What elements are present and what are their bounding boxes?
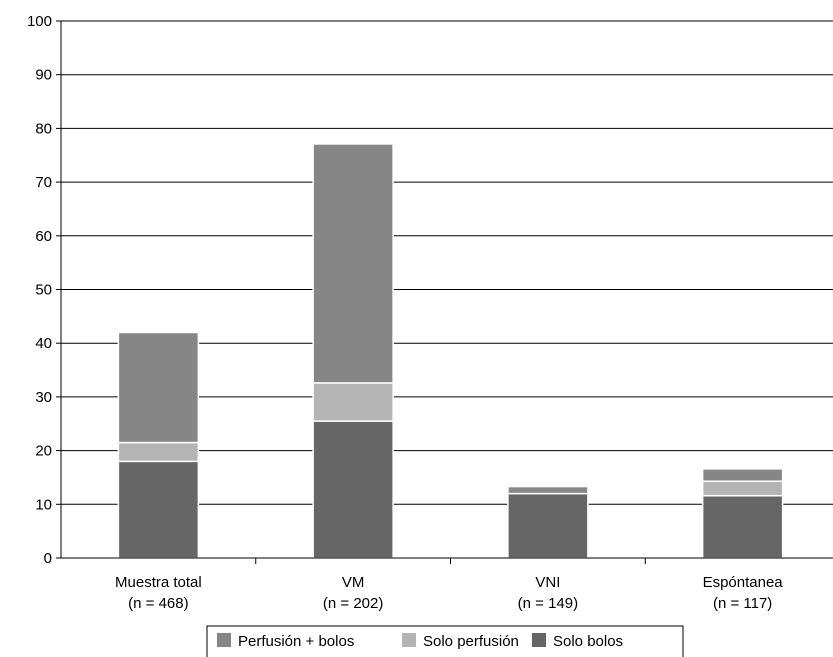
y-tick-label: 80 [35, 120, 52, 137]
legend-swatch [532, 633, 546, 647]
bar-segment [312, 382, 394, 422]
x-category-label: VM [342, 574, 365, 591]
x-category-sublabel: (n = 202) [323, 595, 383, 612]
bar-segment [312, 143, 394, 384]
legend-swatch [402, 633, 416, 647]
x-category-label: Espóntanea [703, 574, 784, 591]
y-tick-label: 70 [35, 174, 52, 191]
y-axis-ticks: 0 10 20 30 40 50 60 70 80 90 100 [27, 13, 61, 567]
y-tick-label: 50 [35, 282, 52, 299]
y-tick-label: 10 [35, 496, 52, 513]
legend-box [206, 625, 684, 657]
bars [117, 143, 784, 559]
x-category-sublabel: (n = 117) [713, 595, 772, 612]
y-tick-label: 100 [27, 13, 52, 30]
y-tick-label: 90 [35, 67, 52, 84]
y-tick-label: 40 [35, 335, 52, 352]
bar-segment [117, 441, 200, 463]
y-tick-label: 60 [35, 228, 52, 245]
y-tick-label: 20 [35, 443, 52, 460]
legend-label: Solo bolos [553, 633, 623, 650]
bar-segment [701, 494, 784, 559]
bar-segment [117, 331, 200, 444]
x-axis-ticks: Muestra total (n = 468) VM (n = 202) VNI (n =… [115, 558, 783, 612]
y-tick-label: 0 [44, 550, 52, 567]
bar-segment [701, 468, 784, 482]
legend-swatch [217, 633, 231, 647]
legend-label: Perfusión + bolos [238, 633, 354, 650]
bar-segment [117, 460, 200, 559]
x-category-sublabel: (n = 468) [128, 595, 188, 612]
x-category-label: Muestra total [115, 574, 202, 591]
x-category-sublabel: (n = 149) [518, 595, 578, 612]
bar-segment [312, 420, 394, 559]
bar-segment [507, 492, 589, 559]
legend: Perfusión + bolos Solo perfusión Solo bolo… [206, 625, 684, 657]
y-tick-label: 30 [35, 389, 52, 406]
x-category-label: VNI [535, 574, 560, 591]
bar-segment [507, 485, 589, 495]
bar-segment [701, 480, 784, 497]
legend-label: Solo perfusión [423, 633, 519, 650]
